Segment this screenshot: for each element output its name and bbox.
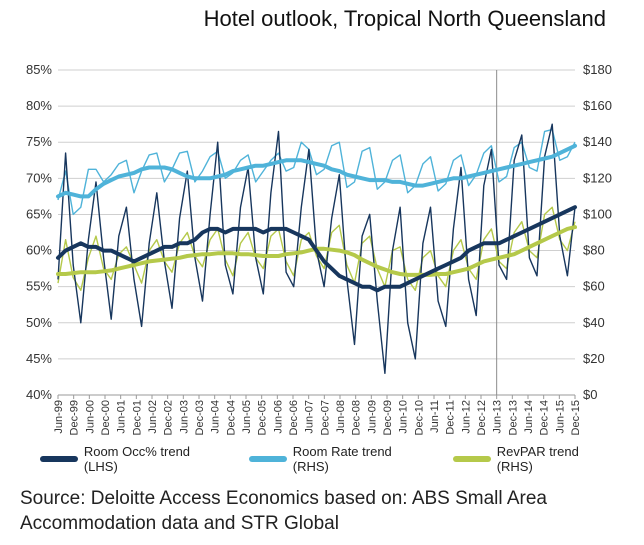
left-tick-label: 70% [26,170,52,185]
x-tick-label: Jun-08 [335,400,347,434]
left-tick-label: 65% [26,206,52,221]
x-tick-label: Jun-10 [398,400,410,434]
x-tick-label: Jun-05 [241,400,253,434]
x-tick-label: Jun-03 [178,400,190,434]
legend: Room Occ% trend (LHS) Room Rate trend (RH… [40,444,640,474]
right-tick-label: $140 [583,134,612,149]
right-tick-label: $100 [583,206,612,221]
right-tick-label: $20 [583,351,605,366]
legend-label: Room Occ% trend (LHS) [83,444,191,474]
series-raw-line [57,128,576,216]
right-tick-label: $0 [583,387,597,402]
x-tick-label: Dec-99 [69,400,81,435]
right-tick-label: $60 [583,279,605,294]
x-tick-label: Jun-04 [210,400,222,434]
left-tick-label: 50% [26,315,52,330]
x-tick-label: Jun-01 [116,400,128,434]
legend-swatch [452,456,491,462]
legend-item: Room Occ% trend (LHS) [40,444,227,474]
x-tick-label: Dec-14 [539,400,551,435]
left-tick-label: 85% [26,62,52,77]
x-tick-label: Jun-07 [304,400,316,434]
legend-swatch [40,456,78,462]
x-tick-label: Jun-00 [84,400,96,434]
x-tick-label: Jun-99 [53,400,65,434]
series-layer [56,123,577,374]
x-tick-label: Jun-06 [272,400,284,434]
x-tick-label: Dec-04 [225,400,237,435]
chart-title: Hotel outlook, Tropical North Queensland [203,6,606,31]
x-tick-label: Dec-08 [351,400,363,435]
x-tick-label: Jun-11 [429,400,441,433]
x-tick-label: Dec-01 [131,400,143,435]
x-tick-label: Dec-02 [163,400,175,435]
right-tick-label: $180 [583,62,612,77]
x-tick-label: Jun-15 [554,400,566,434]
x-tick-label: Jun-09 [366,400,378,434]
x-tick-label: Dec-11 [445,400,457,435]
x-tick-label: Dec-05 [257,400,269,435]
right-tick-label: $120 [583,170,612,185]
legend-item: Room Rate trend (RHS) [248,444,431,474]
x-tick-label: Jun-02 [147,400,159,434]
right-axis-ticks: $0 $20 $40 $60 $80 $100 $120 $140 $160 $180 [583,62,612,402]
left-axis-ticks: 40% 45% 50% 55% 60% 65% 70% 75% 80% 85% [26,62,52,402]
legend-label: Room Rate trend (RHS) [292,444,392,474]
x-tick-label: Jun-13 [492,400,504,434]
x-tick-label: Dec-15 [570,400,582,435]
x-tick-label: Dec-13 [507,400,519,435]
legend-swatch [248,456,287,462]
left-tick-label: 40% [26,387,52,402]
right-tick-label: $160 [583,98,612,113]
legend-label: RevPAR trend (RHS) [496,444,579,474]
series-trend-line [56,143,577,199]
left-tick-label: 55% [26,279,52,294]
x-tick-label: Dec-10 [413,400,425,435]
series-raw-line [57,206,576,291]
right-tick-label: $80 [583,243,605,258]
x-tick-label: Dec-06 [288,400,300,435]
x-tick-label: Dec-03 [194,400,206,435]
left-tick-label: 45% [26,351,52,366]
x-tick-label: Dec-12 [476,400,488,435]
legend-item: RevPAR trend (RHS) [452,444,618,474]
x-tick-label: Jun-12 [460,400,472,434]
x-axis-ticks: Jun-99 Dec-99 Jun-00 Dec-00 Jun-01 Dec-01 Jun-… [53,395,582,435]
x-tick-label: Jun-14 [523,400,535,434]
x-tick-label: Dec-09 [382,400,394,435]
x-tick-label: Dec-00 [100,400,112,435]
right-tick-label: $40 [583,315,605,330]
left-tick-label: 75% [26,134,52,149]
source-note: Source: Deloitte Access Economics based … [20,488,547,534]
x-tick-label: Dec-07 [319,400,331,435]
left-tick-label: 60% [26,243,52,258]
series-trend-line [56,205,577,293]
left-tick-label: 80% [26,98,52,113]
